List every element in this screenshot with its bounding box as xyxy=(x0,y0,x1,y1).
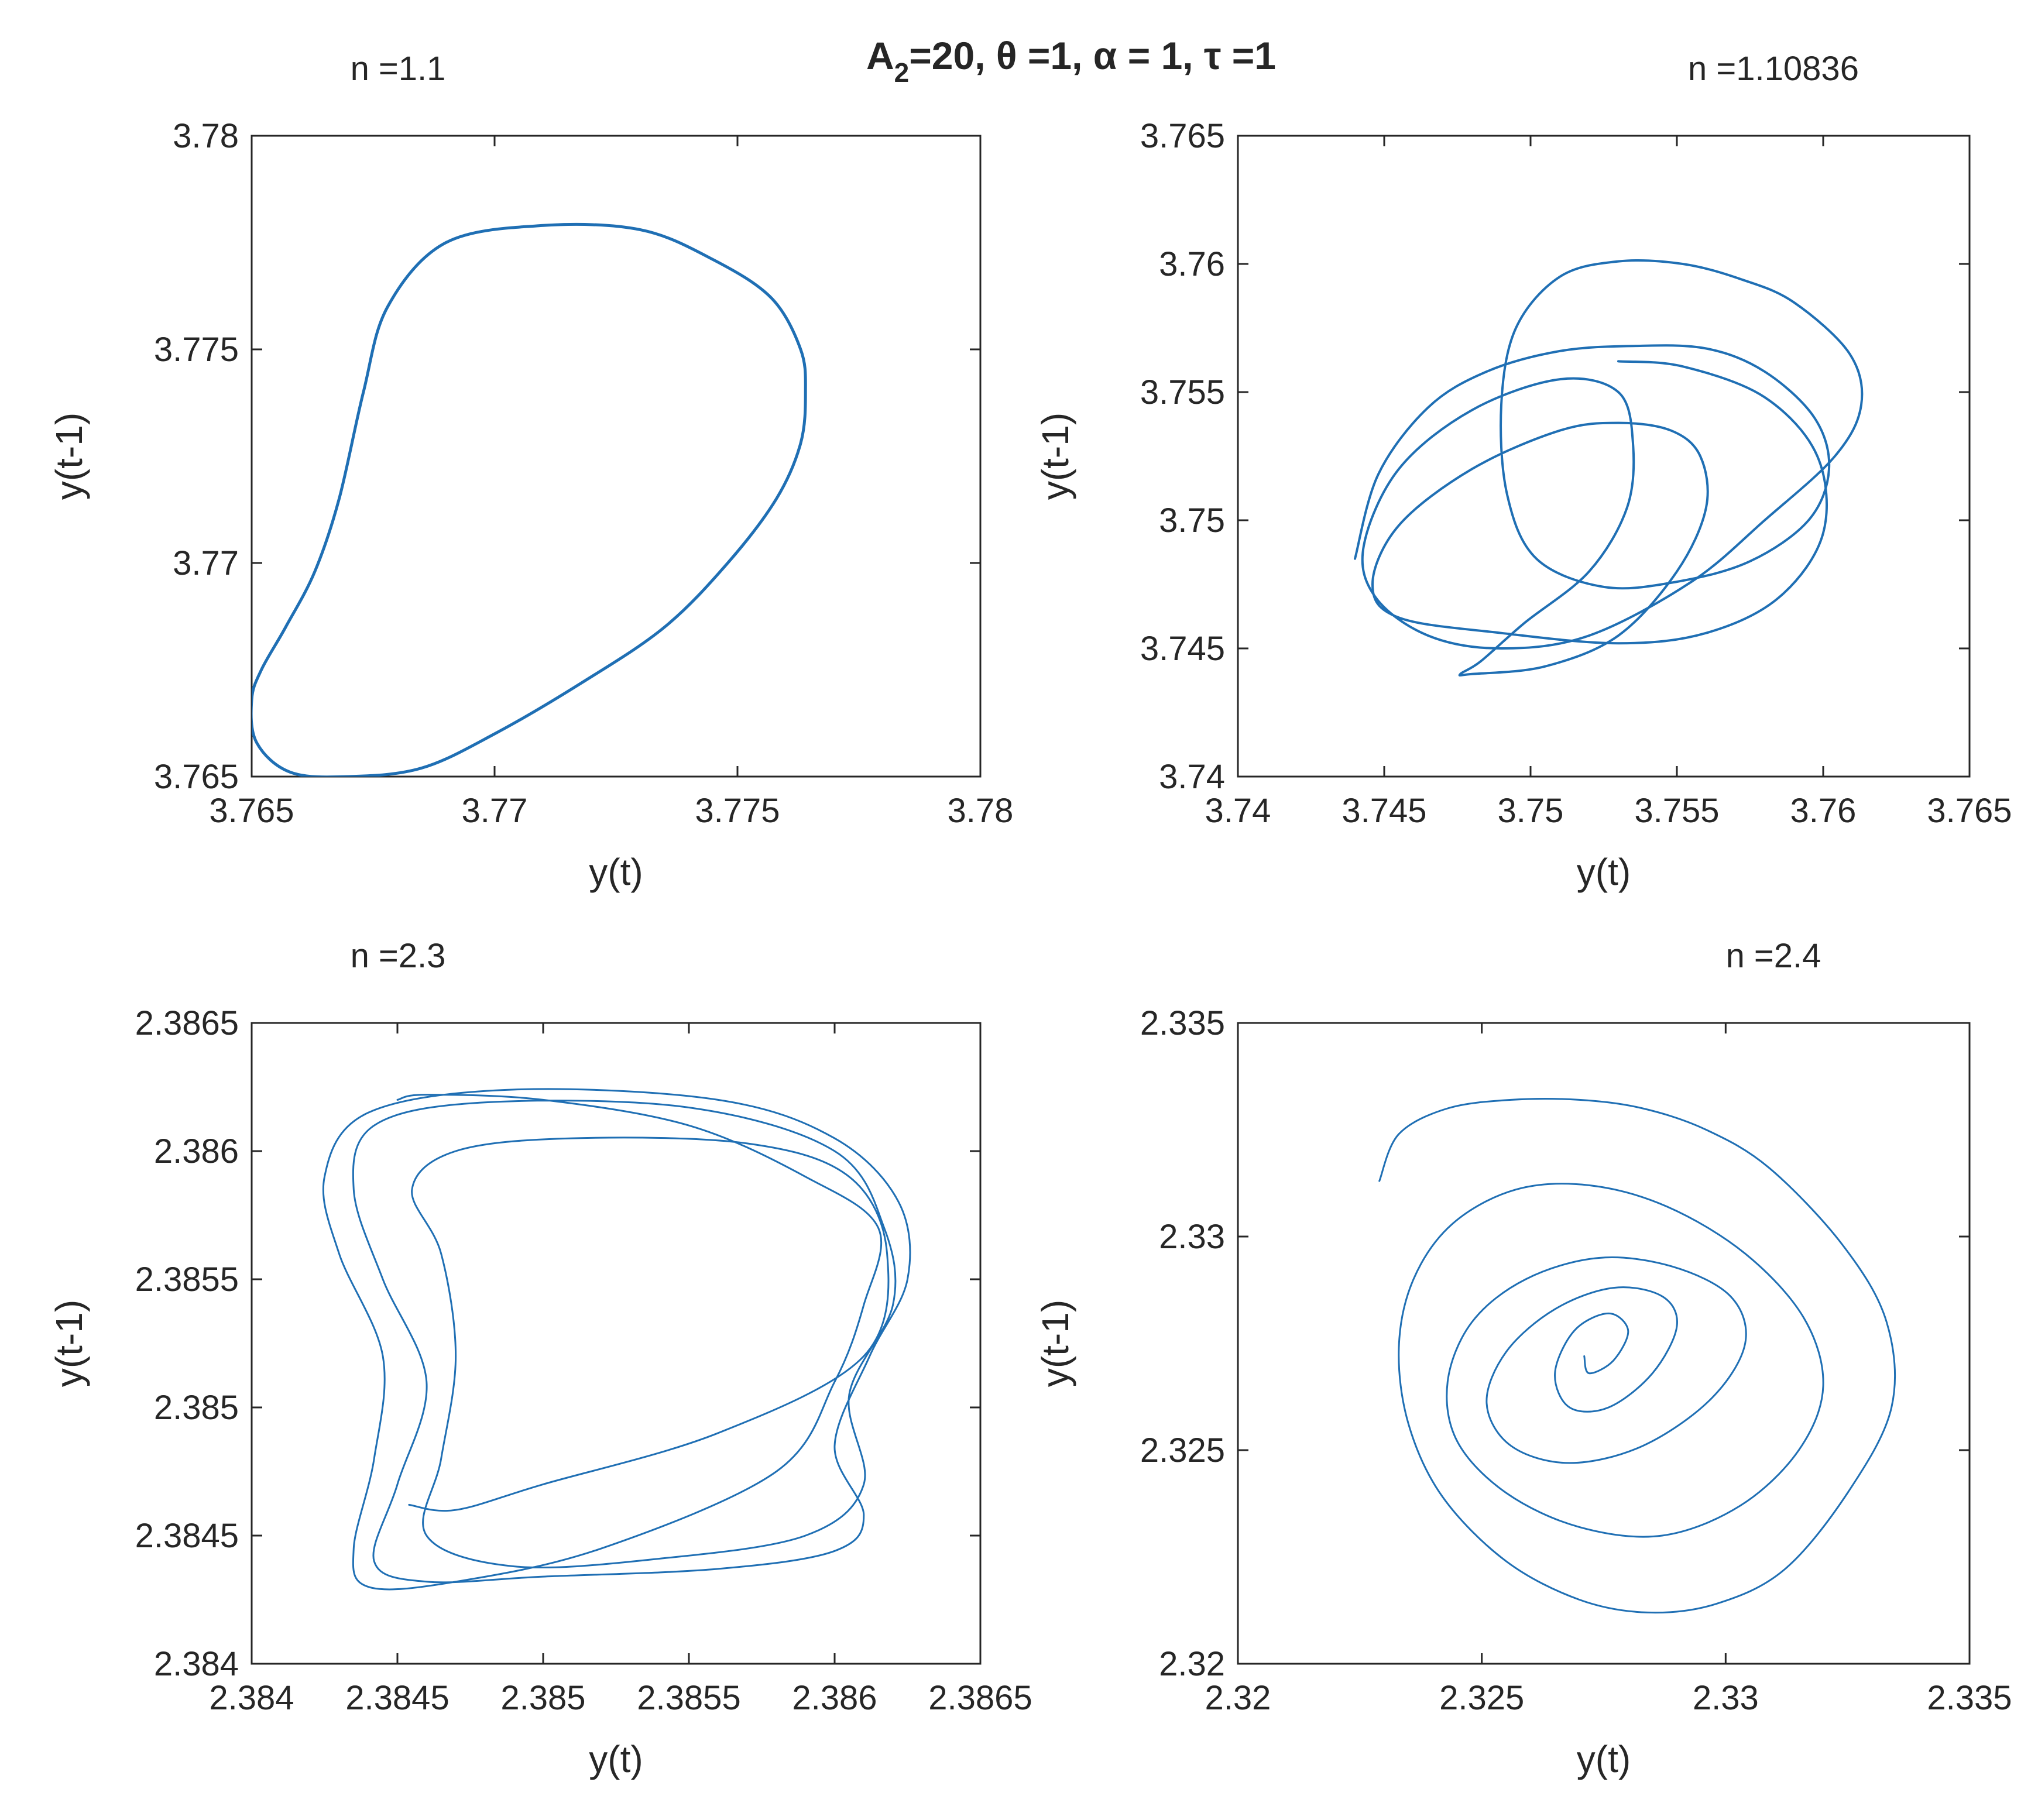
x-tick-label: 2.325 xyxy=(1439,1679,1524,1717)
y-tick-label: 2.335 xyxy=(1140,1004,1225,1042)
plot-area-frame xyxy=(251,1022,982,1665)
y-tick-label: 3.765 xyxy=(154,758,239,796)
subplot-4: 2.32 2.325 2.33 2.335 2.32 2.325 2.33 2.335 y(t)… xyxy=(1034,937,2012,1780)
y-tick-label: 2.386 xyxy=(154,1132,239,1170)
x-tick-label: 3.765 xyxy=(1927,792,2012,830)
y-tick-label: 3.77 xyxy=(173,544,239,582)
plot-area-frame xyxy=(1237,1022,1971,1665)
y-tick-label: 3.755 xyxy=(1140,373,1225,411)
panel-title: n =1.1 xyxy=(351,50,446,88)
subplot-grid: 3.765 3.77 3.775 3.78 3.765 3.77 3.775 3.78 y(t)… xyxy=(48,50,2012,1780)
x-tick-label: 2.3845 xyxy=(345,1679,449,1717)
y-tick-label: 3.74 xyxy=(1159,758,1225,796)
y-tick-label: 3.745 xyxy=(1140,630,1225,668)
x-tick-label: 3.74 xyxy=(1205,792,1271,830)
y-tick-label: 2.385 xyxy=(154,1389,239,1427)
x-tick-label: 2.3855 xyxy=(637,1679,740,1717)
subplot-2: 3.74 3.745 3.75 3.755 3.76 3.765 3.74 3.745 3.75… xyxy=(1034,50,2012,893)
panel-title: n =2.4 xyxy=(1726,937,1821,975)
y-tick-label: 2.3865 xyxy=(135,1004,239,1042)
panel-title: n =2.3 xyxy=(351,937,446,975)
y-tick-label: 3.78 xyxy=(173,117,239,155)
x-tick-label: 3.77 xyxy=(462,792,528,830)
y-tick-label: 2.32 xyxy=(1159,1645,1225,1683)
x-axis-label: y(t) xyxy=(589,1738,643,1780)
x-tick-label: 2.3865 xyxy=(928,1679,1032,1717)
y-axis-label: y(t-1) xyxy=(48,413,90,500)
plot-area-frame xyxy=(1237,135,1971,778)
subplot-1: 3.765 3.77 3.775 3.78 3.765 3.77 3.775 3.78 y(t)… xyxy=(48,50,1013,893)
y-tick-label: 3.75 xyxy=(1159,502,1225,540)
x-tick-label: 2.32 xyxy=(1205,1679,1271,1717)
x-tick-label: 3.765 xyxy=(209,792,294,830)
x-tick-label: 2.386 xyxy=(792,1679,877,1717)
x-axis-label: y(t) xyxy=(1577,851,1631,893)
x-tick-label: 3.75 xyxy=(1498,792,1564,830)
y-tick-label: 2.33 xyxy=(1159,1218,1225,1256)
x-tick-label: 2.384 xyxy=(209,1679,294,1717)
y-tick-label: 3.76 xyxy=(1159,245,1225,283)
y-tick-label: 2.384 xyxy=(154,1645,239,1683)
x-axis-label: y(t) xyxy=(589,851,643,893)
x-tick-label: 3.775 xyxy=(695,792,780,830)
x-tick-label: 2.335 xyxy=(1927,1679,2012,1717)
y-axis-label: y(t-1) xyxy=(1034,1300,1076,1387)
y-axis-label: y(t-1) xyxy=(48,1300,90,1387)
y-tick-label: 2.3845 xyxy=(135,1517,239,1555)
series-line xyxy=(252,222,807,777)
series-line xyxy=(1378,1098,1896,1614)
y-tick-label: 3.775 xyxy=(154,331,239,369)
y-axis-label: y(t-1) xyxy=(1034,413,1076,500)
x-tick-label: 2.385 xyxy=(500,1679,585,1717)
x-axis-label: y(t) xyxy=(1577,1738,1631,1780)
x-tick-label: 3.76 xyxy=(1790,792,1857,830)
series-line xyxy=(1354,259,1864,677)
x-tick-label: 3.745 xyxy=(1341,792,1426,830)
subplot-3: 2.384 2.3845 2.385 2.3855 2.386 2.3865 2.384 2.… xyxy=(48,937,1032,1780)
x-tick-label: 2.33 xyxy=(1693,1679,1759,1717)
figure-title: A2=20, θ =1, α = 1, τ =1 xyxy=(866,34,1276,88)
y-tick-label: 2.3855 xyxy=(135,1261,239,1299)
y-tick-label: 3.765 xyxy=(1140,117,1225,155)
panel-title: n =1.10836 xyxy=(1688,50,1859,88)
series-line xyxy=(322,1088,911,1591)
y-tick-label: 2.325 xyxy=(1140,1431,1225,1469)
x-tick-label: 3.78 xyxy=(948,792,1014,830)
plot-area-frame xyxy=(251,135,982,778)
x-tick-label: 3.755 xyxy=(1634,792,1719,830)
